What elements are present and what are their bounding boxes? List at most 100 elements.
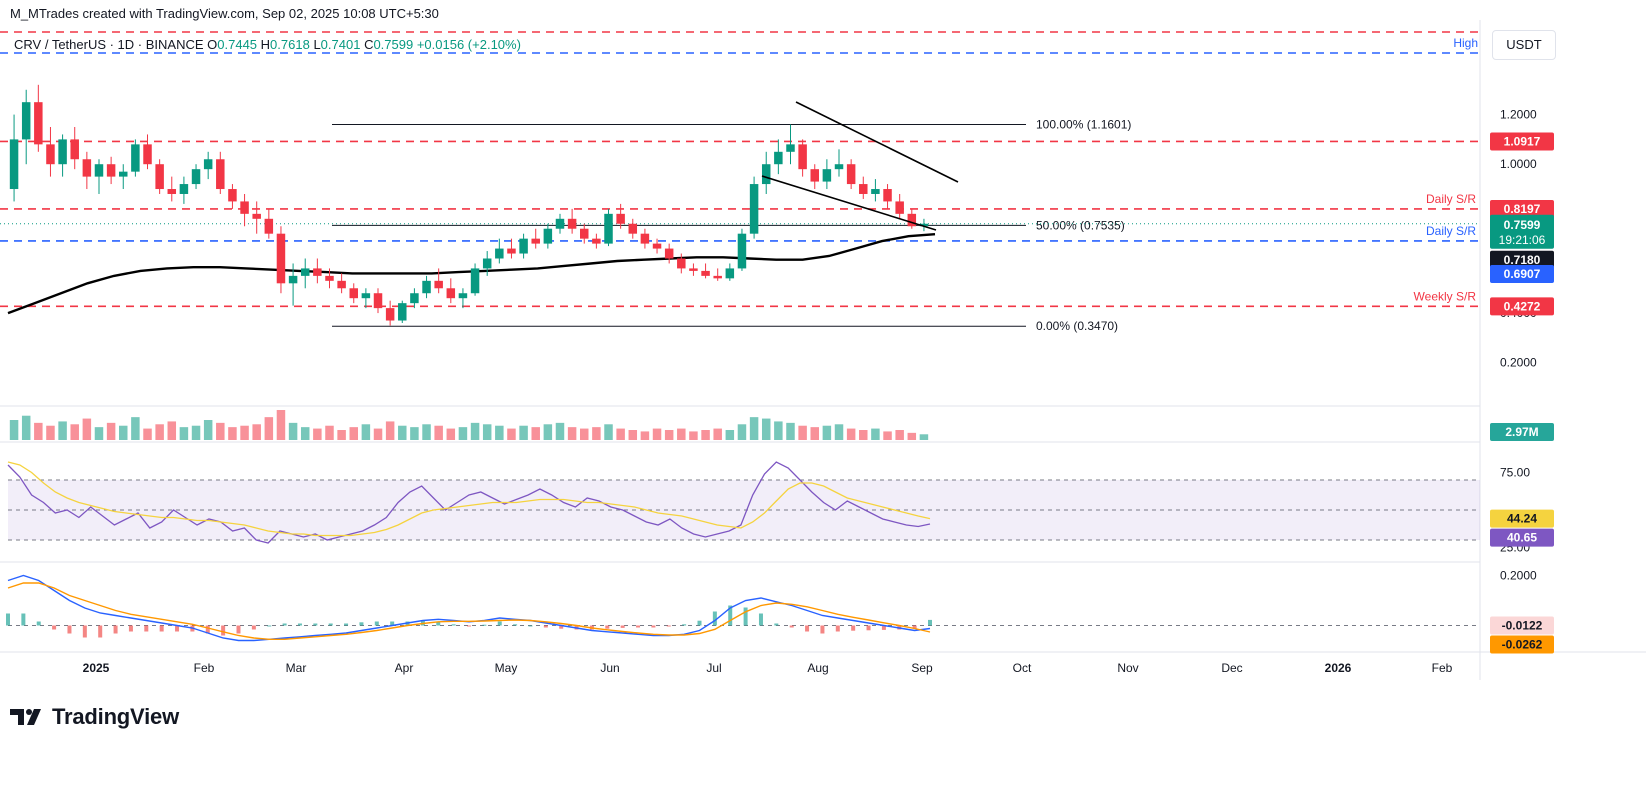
candle-body <box>191 169 201 185</box>
time-tick-label: Apr <box>395 661 414 675</box>
volume-bar <box>871 428 880 440</box>
symbol-name[interactable]: CRV / TetherUS · 1D · BINANCE <box>14 37 204 52</box>
volume-bar <box>21 415 31 440</box>
candle-body <box>143 144 152 165</box>
volume-bar <box>58 421 67 440</box>
candle-body <box>21 102 31 140</box>
macd-histogram-bar <box>697 620 702 626</box>
close-value: 0.7599 <box>373 37 414 52</box>
last-price-tag-bg <box>1490 214 1554 249</box>
candle-body <box>167 189 177 194</box>
volume-bar <box>749 417 759 440</box>
volume-bar <box>604 424 613 440</box>
macd-histogram-bar <box>451 624 456 626</box>
volume-bar <box>361 424 371 440</box>
candle-body <box>834 164 844 170</box>
volume-bar <box>434 425 443 440</box>
price-tick-label: 1.0000 <box>1500 157 1537 171</box>
macd-histogram-bar <box>728 605 733 626</box>
volume-bar <box>288 422 298 440</box>
time-tick-label: Sep <box>911 661 933 675</box>
macd-histogram-bar <box>851 625 856 631</box>
macd-histogram-bar <box>528 625 533 627</box>
volume-bar <box>70 424 79 440</box>
candle-body <box>131 144 140 172</box>
tradingview-logo[interactable]: TradingView <box>10 704 179 730</box>
trendlines[interactable] <box>761 101 959 231</box>
volume-bar <box>313 428 322 440</box>
volume-bar <box>567 427 577 440</box>
candle-body <box>895 201 904 214</box>
candle-body <box>749 184 759 234</box>
volume-bar <box>834 424 844 440</box>
candle-body <box>325 275 334 281</box>
volume-bar <box>264 417 274 440</box>
macd-histogram-bar <box>98 625 103 638</box>
macd-histogram-bar <box>297 623 302 626</box>
candle-body <box>482 258 492 269</box>
volume-bar <box>252 424 261 440</box>
signal-tag-bg <box>1490 635 1554 654</box>
volume-bar <box>628 430 638 440</box>
macd-histogram-bar <box>21 613 26 626</box>
close-label: C <box>364 37 374 52</box>
level-tag-0-8197: 0.8197 <box>1504 202 1541 216</box>
macd-histogram-bar <box>820 625 825 634</box>
volume-bar <box>276 410 286 440</box>
macd-histogram-bar <box>543 625 548 628</box>
volume-bar <box>495 425 504 440</box>
volume-bar <box>119 425 128 440</box>
falling-wedge-upper-line[interactable] <box>795 101 959 183</box>
volume-bar <box>689 431 698 440</box>
candle-body <box>810 169 819 182</box>
axis-currency-button[interactable]: USDT <box>1492 30 1556 60</box>
volume-bar <box>422 424 431 440</box>
volume-bar <box>616 428 625 440</box>
volume-bar <box>810 427 819 440</box>
change-value: +0.0156 (+2.10%) <box>416 37 521 52</box>
level-tag-1-0917-bg <box>1490 132 1554 151</box>
time-tick-label: Feb <box>1432 661 1453 675</box>
candle-body <box>555 218 565 229</box>
candle-body <box>458 293 468 299</box>
macd-histogram-bar <box>6 613 10 626</box>
candle-body <box>774 151 783 165</box>
falling-wedge-lower-line[interactable] <box>761 175 937 231</box>
candle-body <box>907 213 917 227</box>
volume-bar <box>919 434 929 440</box>
rsi-ma-tag: 44.24 <box>1507 512 1537 526</box>
level-tag-1-0917: 1.0917 <box>1504 134 1541 148</box>
volume-bar <box>543 424 553 440</box>
last-price-tag: 0.7599 <box>1504 218 1541 232</box>
candle-body <box>276 233 286 284</box>
volume-bar <box>300 427 310 440</box>
candles <box>9 84 929 326</box>
volume-bar <box>167 421 177 440</box>
symbol-ohlc-line[interactable]: CRV / TetherUS · 1D · BINANCE O0.7445 H0… <box>14 37 521 52</box>
time-tick-label: May <box>495 661 518 675</box>
volume-bar <box>701 430 710 440</box>
candle-body <box>94 164 104 177</box>
candle-body <box>398 303 407 321</box>
sr-level-name: Daily S/R <box>1426 224 1476 238</box>
macd-histogram-bar <box>282 623 287 626</box>
macd-histogram-bar <box>36 621 41 626</box>
volume-bar <box>640 431 650 440</box>
macd-histogram-bar <box>497 621 502 626</box>
candle-body <box>70 139 79 160</box>
fib-retracement[interactable]: 100.00% (1.1601) 50.00% (0.7535) 0.00% (0.… <box>0 117 1480 333</box>
candle-body <box>628 223 638 234</box>
macd-histogram-bar <box>221 625 226 636</box>
candle-body <box>822 169 832 182</box>
level-tag-0-4272: 0.4272 <box>1504 299 1541 313</box>
candle-body <box>373 293 383 309</box>
level-tag-0-6907-bg <box>1490 264 1554 283</box>
volume-bar <box>143 428 152 440</box>
volume-bar <box>458 427 468 440</box>
volume-bar <box>677 428 686 440</box>
macd-tick-label: 0.2000 <box>1500 569 1537 583</box>
macd-histogram-bar <box>620 625 625 628</box>
chart-credit: M_MTrades created with TradingView.com, … <box>10 6 439 21</box>
candle-body <box>580 228 589 239</box>
